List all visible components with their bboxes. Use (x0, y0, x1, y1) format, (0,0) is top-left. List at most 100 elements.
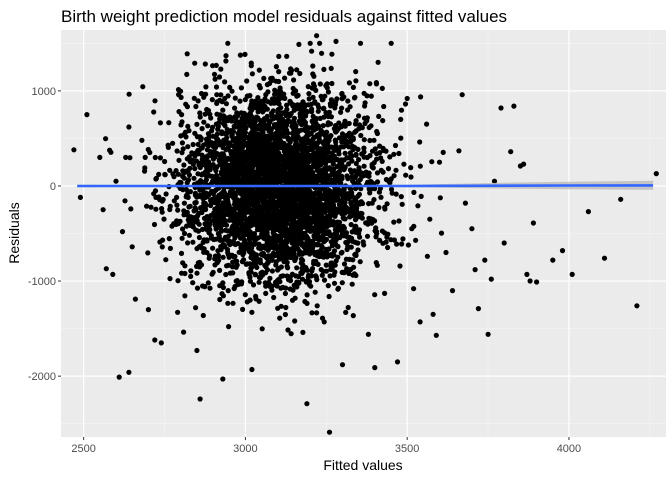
data-point (378, 155, 384, 161)
data-point (367, 137, 373, 144)
data-point (205, 280, 211, 286)
data-point (234, 113, 241, 119)
data-point (203, 177, 209, 183)
data-point (373, 80, 379, 86)
data-point (196, 147, 202, 153)
data-point (297, 104, 303, 110)
data-point-outlier (550, 257, 556, 263)
data-point (240, 178, 246, 184)
data-point (259, 219, 265, 225)
data-point (284, 53, 290, 59)
data-point (225, 155, 231, 161)
data-point (293, 273, 299, 279)
data-point (302, 147, 308, 153)
data-point (280, 284, 286, 290)
data-point (284, 263, 290, 269)
data-point (289, 240, 295, 246)
data-point (220, 193, 226, 200)
data-point (222, 227, 228, 233)
data-point (217, 267, 223, 273)
data-point (302, 231, 308, 237)
data-point (348, 235, 355, 241)
data-point (361, 90, 367, 96)
data-point (288, 66, 294, 72)
data-point (332, 123, 339, 129)
data-point (144, 203, 150, 209)
data-point-outlier (343, 309, 349, 315)
data-point (226, 140, 233, 146)
data-point-outlier (184, 51, 190, 57)
data-point (261, 144, 267, 150)
data-point (270, 250, 276, 256)
data-point (281, 259, 287, 265)
data-point (274, 206, 280, 212)
data-point (250, 172, 256, 178)
data-point (391, 219, 397, 225)
data-point (222, 176, 228, 182)
data-point (294, 245, 300, 251)
data-point-outlier (569, 271, 575, 277)
data-point (159, 209, 165, 215)
data-point (380, 118, 386, 124)
data-point (240, 232, 246, 238)
data-point (210, 162, 216, 168)
data-point (350, 257, 356, 263)
data-point (229, 264, 236, 270)
data-point (151, 221, 158, 228)
data-point (342, 150, 348, 156)
data-point (181, 230, 188, 237)
data-point-outlier (145, 307, 151, 313)
data-point (199, 126, 205, 132)
data-point (360, 239, 366, 245)
data-point-outlier (126, 124, 132, 130)
data-point (156, 171, 162, 177)
data-point (415, 203, 421, 209)
data-point (167, 203, 173, 209)
data-point (259, 227, 265, 233)
data-point (253, 209, 259, 215)
data-point (398, 135, 404, 141)
data-point (252, 241, 258, 247)
data-point (286, 70, 293, 76)
data-point-outlier (534, 279, 540, 285)
data-point (248, 63, 254, 69)
data-point (252, 189, 258, 195)
data-point (184, 156, 190, 162)
data-point (215, 255, 221, 261)
data-point (200, 171, 206, 177)
data-point (185, 212, 191, 218)
data-point (232, 105, 238, 111)
data-point (194, 121, 200, 127)
data-point (207, 173, 213, 179)
data-point (394, 241, 400, 247)
data-point-outlier (158, 340, 164, 346)
y-axis-title: Residuals (6, 202, 22, 263)
data-point (257, 124, 263, 131)
data-point (270, 180, 276, 186)
data-point (325, 89, 331, 95)
data-point (353, 252, 359, 259)
data-point (159, 244, 165, 250)
data-point (371, 137, 377, 143)
data-point-outlier (100, 207, 106, 213)
data-point (213, 236, 219, 242)
data-point (192, 60, 198, 66)
data-point (214, 99, 220, 105)
data-point (313, 87, 319, 93)
data-point (179, 235, 185, 241)
data-point (241, 212, 247, 218)
data-point (319, 97, 325, 103)
data-point (285, 130, 291, 136)
data-point (229, 149, 235, 155)
data-point (251, 236, 257, 242)
data-point (348, 199, 354, 206)
data-point (206, 159, 212, 165)
data-point (311, 83, 317, 89)
data-point-outlier (424, 121, 430, 127)
data-point (325, 122, 331, 128)
data-point (217, 116, 223, 122)
data-point (227, 84, 233, 90)
data-point (220, 284, 226, 291)
data-point (217, 210, 224, 216)
data-point (229, 88, 235, 94)
